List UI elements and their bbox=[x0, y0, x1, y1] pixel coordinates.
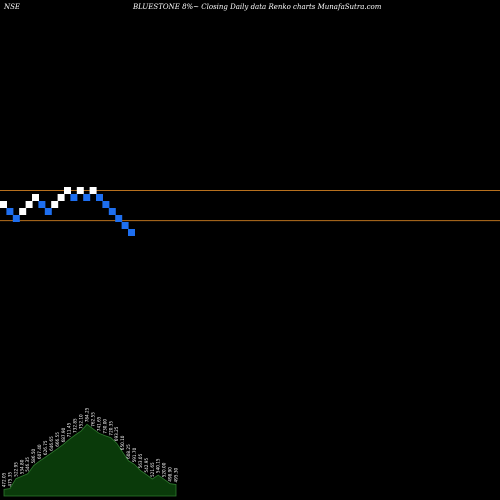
volume-label: 646.65 bbox=[49, 436, 54, 451]
volume-label: 540.15 bbox=[156, 458, 161, 473]
chart-caption: BLUESTONE 8%~ Closing Daily data Renko c… bbox=[133, 3, 382, 11]
volume-label: 591.70 bbox=[132, 447, 137, 462]
volume-label: 626.75 bbox=[43, 440, 48, 455]
renko-brick-down bbox=[70, 194, 78, 201]
volume-label: 762.55 bbox=[91, 412, 96, 427]
volume-label: 521.65 bbox=[150, 462, 155, 477]
volume-label: 693.25 bbox=[114, 426, 119, 441]
exchange-label: NSE bbox=[4, 3, 21, 11]
renko-brick-up bbox=[76, 187, 84, 194]
renko-brick-down bbox=[102, 201, 110, 208]
volume-label: 546.35 bbox=[25, 457, 30, 472]
renko-brick-down bbox=[12, 215, 20, 222]
volume-label: 741.65 bbox=[96, 416, 101, 431]
renko-brick-up bbox=[64, 187, 71, 194]
volume-label: 607.40 bbox=[37, 444, 42, 459]
volume-label: 784.25 bbox=[85, 407, 90, 422]
renko-brick-down bbox=[96, 194, 103, 201]
renko-brick-down bbox=[6, 208, 14, 215]
volume-label: 687.90 bbox=[61, 427, 66, 442]
renko-brick-up bbox=[0, 201, 7, 208]
renko-brick-down bbox=[108, 208, 116, 215]
renko-brick-down bbox=[83, 194, 91, 201]
volume-label: 711.45 bbox=[67, 422, 72, 437]
volume-label: 495.30 bbox=[174, 468, 179, 483]
renko-brick-up bbox=[19, 208, 27, 215]
renko-brick-up bbox=[51, 201, 59, 208]
renko-brick-down bbox=[115, 215, 123, 222]
volume-label: 650.10 bbox=[120, 435, 125, 450]
volume-label: 666.55 bbox=[55, 432, 60, 447]
volume-area bbox=[3, 423, 177, 497]
volume-label: 542.95 bbox=[144, 458, 149, 473]
volume-label: 520.00 bbox=[162, 462, 167, 477]
volume-label: 498.90 bbox=[168, 467, 173, 482]
renko-brick-up bbox=[32, 194, 39, 201]
volume-label: 720.35 bbox=[108, 421, 113, 436]
renko-brick-up bbox=[57, 194, 65, 201]
volume-label: 586.50 bbox=[31, 449, 36, 464]
renko-brick-down bbox=[128, 229, 135, 236]
volume-label: 732.85 bbox=[73, 418, 78, 433]
volume-label: 475.35 bbox=[7, 472, 12, 487]
volume-label: 752.10 bbox=[79, 414, 84, 429]
volume-label: 563.05 bbox=[138, 453, 143, 468]
volume-label: 522.95 bbox=[13, 462, 18, 477]
renko-brick-up bbox=[25, 201, 33, 208]
renko-brick-down bbox=[121, 222, 129, 229]
renko-brick-up bbox=[89, 187, 97, 194]
renko-brick-down bbox=[38, 201, 46, 208]
volume-label: 608.25 bbox=[126, 444, 131, 459]
volume-label: 534.80 bbox=[19, 459, 24, 474]
volume-label: 730.00 bbox=[102, 419, 107, 434]
volume-label: 472.05 bbox=[2, 472, 7, 487]
renko-brick-down bbox=[44, 208, 52, 215]
